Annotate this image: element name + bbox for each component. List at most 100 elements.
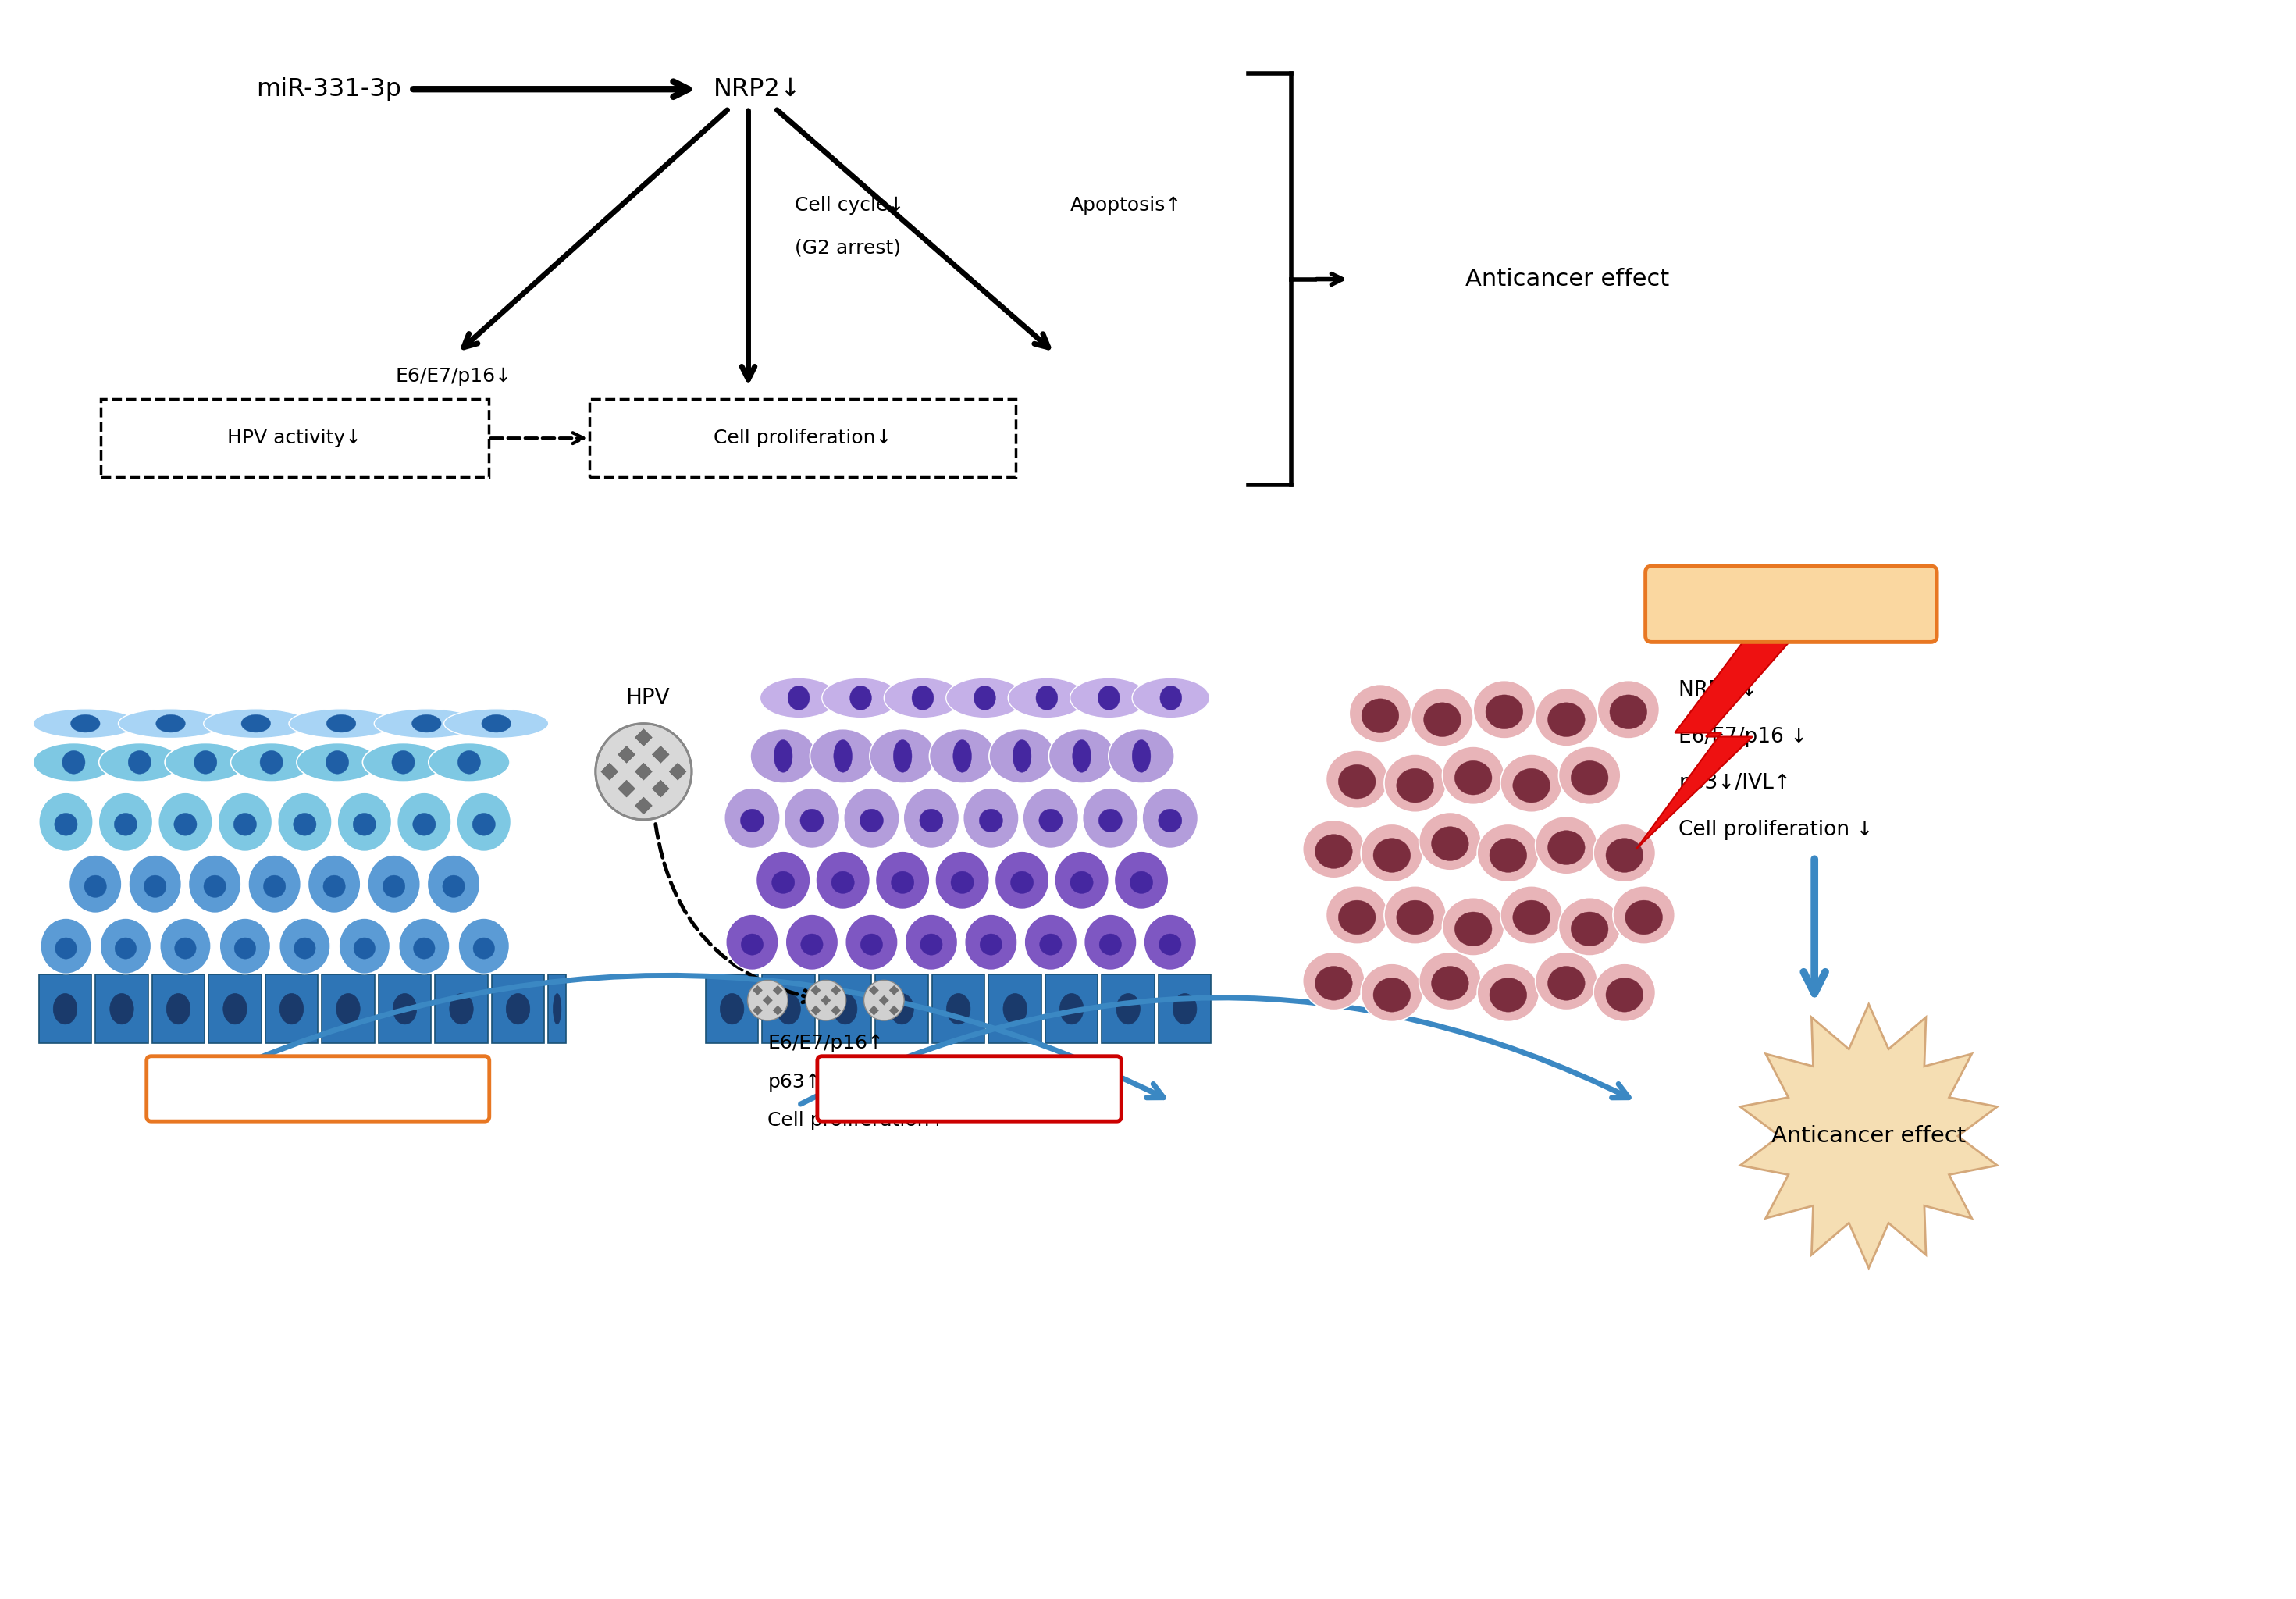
Ellipse shape bbox=[393, 750, 416, 774]
Ellipse shape bbox=[755, 851, 810, 910]
Ellipse shape bbox=[1490, 979, 1527, 1012]
Ellipse shape bbox=[1040, 934, 1061, 955]
Ellipse shape bbox=[815, 851, 870, 910]
Ellipse shape bbox=[129, 855, 181, 913]
Bar bbox=[101, 400, 489, 477]
Ellipse shape bbox=[902, 788, 960, 849]
Ellipse shape bbox=[1316, 835, 1352, 868]
Ellipse shape bbox=[294, 937, 315, 959]
Ellipse shape bbox=[1570, 761, 1607, 795]
Ellipse shape bbox=[340, 918, 390, 974]
Ellipse shape bbox=[204, 708, 308, 739]
Ellipse shape bbox=[505, 993, 530, 1025]
Ellipse shape bbox=[1536, 815, 1598, 875]
Ellipse shape bbox=[289, 708, 393, 739]
Ellipse shape bbox=[264, 875, 285, 897]
Ellipse shape bbox=[165, 744, 246, 782]
Bar bbox=[1045, 975, 1097, 1043]
Ellipse shape bbox=[308, 855, 360, 913]
Polygon shape bbox=[636, 763, 652, 780]
Ellipse shape bbox=[1548, 702, 1584, 737]
Ellipse shape bbox=[891, 871, 914, 894]
Ellipse shape bbox=[62, 750, 85, 774]
Ellipse shape bbox=[367, 855, 420, 913]
Ellipse shape bbox=[1456, 911, 1492, 947]
Ellipse shape bbox=[1486, 696, 1522, 729]
Ellipse shape bbox=[962, 788, 1019, 849]
Text: E6/E7/p16↑: E6/E7/p16↑ bbox=[767, 1033, 884, 1052]
Ellipse shape bbox=[1084, 915, 1137, 971]
Polygon shape bbox=[810, 1006, 820, 1015]
Ellipse shape bbox=[158, 793, 214, 851]
Ellipse shape bbox=[850, 686, 872, 710]
Text: Anticancer effect: Anticancer effect bbox=[1465, 269, 1669, 291]
Ellipse shape bbox=[1159, 934, 1180, 955]
Ellipse shape bbox=[1384, 886, 1446, 943]
Ellipse shape bbox=[875, 851, 930, 910]
Ellipse shape bbox=[1536, 688, 1598, 747]
Ellipse shape bbox=[1362, 964, 1424, 1022]
Text: p63↑: p63↑ bbox=[767, 1073, 822, 1091]
Polygon shape bbox=[618, 780, 636, 798]
Polygon shape bbox=[652, 780, 668, 798]
Ellipse shape bbox=[1132, 740, 1150, 772]
Polygon shape bbox=[831, 1006, 840, 1015]
Ellipse shape bbox=[726, 915, 778, 971]
Circle shape bbox=[595, 723, 691, 820]
Ellipse shape bbox=[934, 851, 990, 910]
Ellipse shape bbox=[1159, 686, 1182, 710]
Ellipse shape bbox=[1072, 740, 1091, 772]
Text: (G2 arrest): (G2 arrest) bbox=[794, 238, 900, 257]
Ellipse shape bbox=[1302, 820, 1364, 878]
Ellipse shape bbox=[1116, 993, 1141, 1025]
Ellipse shape bbox=[980, 809, 1003, 831]
Bar bbox=[762, 975, 815, 1043]
Ellipse shape bbox=[721, 993, 744, 1025]
Ellipse shape bbox=[1456, 761, 1492, 795]
Ellipse shape bbox=[1442, 747, 1504, 804]
Ellipse shape bbox=[473, 814, 496, 836]
Bar bbox=[705, 975, 758, 1043]
Polygon shape bbox=[652, 747, 668, 763]
Text: HPV activity↓: HPV activity↓ bbox=[227, 429, 363, 448]
Ellipse shape bbox=[1605, 838, 1644, 873]
Polygon shape bbox=[1637, 640, 1791, 849]
Ellipse shape bbox=[218, 793, 273, 851]
Ellipse shape bbox=[1476, 964, 1538, 1022]
Ellipse shape bbox=[195, 750, 216, 774]
Ellipse shape bbox=[1593, 823, 1655, 883]
Ellipse shape bbox=[723, 788, 781, 849]
Ellipse shape bbox=[1159, 809, 1182, 831]
Ellipse shape bbox=[1412, 688, 1474, 747]
Polygon shape bbox=[762, 995, 774, 1006]
Bar bbox=[820, 975, 872, 1043]
Ellipse shape bbox=[1419, 951, 1481, 1011]
Ellipse shape bbox=[1626, 900, 1662, 934]
Ellipse shape bbox=[1362, 823, 1424, 883]
Bar bbox=[266, 975, 317, 1043]
Ellipse shape bbox=[1339, 764, 1375, 800]
Ellipse shape bbox=[1424, 702, 1460, 737]
Ellipse shape bbox=[859, 809, 884, 831]
Text: Cell cycle↓: Cell cycle↓ bbox=[794, 197, 905, 214]
Ellipse shape bbox=[32, 744, 115, 782]
Ellipse shape bbox=[324, 875, 344, 897]
Ellipse shape bbox=[833, 993, 856, 1025]
Ellipse shape bbox=[174, 937, 195, 959]
Polygon shape bbox=[889, 1006, 900, 1015]
Ellipse shape bbox=[204, 875, 225, 897]
Ellipse shape bbox=[429, 744, 510, 782]
Polygon shape bbox=[668, 763, 687, 780]
Bar bbox=[96, 975, 149, 1043]
Polygon shape bbox=[868, 985, 879, 995]
Ellipse shape bbox=[1384, 755, 1446, 812]
Ellipse shape bbox=[473, 937, 494, 959]
Bar bbox=[549, 975, 567, 1043]
Ellipse shape bbox=[156, 715, 186, 732]
Ellipse shape bbox=[994, 851, 1049, 910]
Ellipse shape bbox=[1008, 678, 1086, 718]
Circle shape bbox=[806, 980, 845, 1020]
Bar bbox=[152, 975, 204, 1043]
Ellipse shape bbox=[801, 934, 822, 955]
Ellipse shape bbox=[1559, 897, 1621, 956]
